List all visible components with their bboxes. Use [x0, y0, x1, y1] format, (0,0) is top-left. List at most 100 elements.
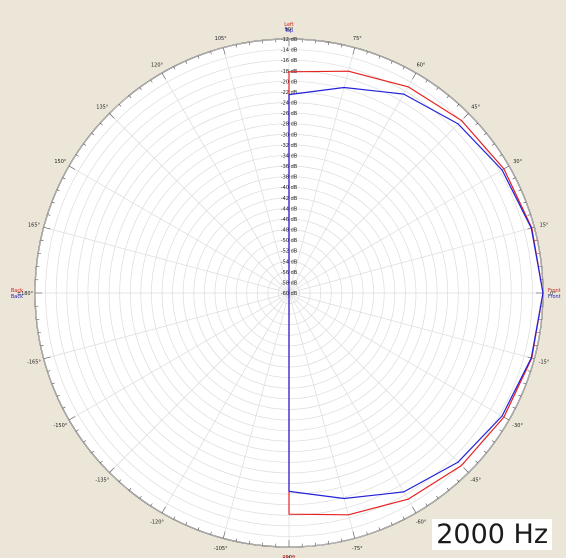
rim-tick	[340, 538, 343, 542]
rim-tick	[523, 201, 527, 204]
rim-tick	[352, 531, 356, 539]
rim-tick	[185, 522, 188, 526]
rim-tick	[475, 122, 478, 126]
rim-tick	[235, 44, 238, 48]
rim-tick	[109, 467, 115, 473]
rim-tick	[75, 429, 79, 432]
rim-tick	[402, 66, 405, 70]
rim-tick	[56, 189, 60, 192]
rim-tick	[139, 87, 142, 91]
rim-tick	[352, 47, 356, 55]
angle-label: 165°	[28, 223, 41, 229]
rim-tick	[47, 370, 51, 372]
rim-tick	[51, 382, 55, 385]
rim-tick	[161, 72, 166, 80]
rim-tick	[412, 506, 417, 514]
rim-tick	[475, 460, 478, 464]
rim-tick	[499, 154, 503, 157]
angle-label: 30°	[513, 159, 522, 165]
direction-label-right-1: Front	[548, 288, 561, 294]
direction-label-left-2: Back	[11, 294, 23, 300]
angle-label: 150°	[54, 159, 67, 165]
rim-tick	[91, 450, 95, 454]
rim-tick	[56, 394, 60, 397]
rim-tick	[402, 516, 405, 520]
rim-tick	[518, 394, 522, 397]
rim-tick	[100, 460, 103, 464]
angle-label: 75°	[353, 36, 362, 42]
rim-tick	[446, 487, 450, 491]
series-line-2	[288, 86, 544, 500]
frequency-label: 2000 Hz	[432, 519, 552, 550]
rim-tick	[100, 122, 103, 126]
rim-tick	[425, 79, 428, 83]
rim-tick	[210, 531, 212, 535]
angle-label: 45°	[471, 104, 480, 110]
rim-tick	[456, 479, 460, 482]
rim-tick	[68, 416, 76, 421]
rim-tick	[128, 487, 132, 491]
rim-tick	[173, 516, 176, 520]
angle-label: 135°	[96, 104, 109, 110]
rim-tick	[40, 344, 44, 347]
rim-tick	[51, 201, 55, 204]
rim-tick	[75, 154, 79, 157]
rim-tick	[527, 214, 531, 216]
rim-tick	[235, 538, 238, 542]
rim-tick	[412, 72, 417, 80]
rim-tick	[378, 55, 381, 59]
rim-tick	[83, 143, 87, 146]
angle-label: 15°	[540, 223, 549, 229]
angle-label: 0°	[550, 291, 556, 297]
angle-label: -135°	[95, 478, 109, 484]
angle-label: -150°	[53, 423, 67, 429]
direction-label-top-1: Left	[284, 22, 293, 28]
rim-tick	[128, 95, 132, 99]
rim-tick	[366, 531, 368, 535]
rim-tick	[197, 55, 200, 59]
rim-tick	[173, 66, 176, 70]
rim-tick	[512, 406, 516, 409]
grid-ring	[45, 49, 533, 537]
rim-tick	[68, 165, 76, 170]
rim-tick	[340, 44, 343, 48]
rim-tick	[456, 104, 460, 107]
rim-tick	[210, 51, 212, 55]
rim-tick	[483, 132, 487, 136]
grid-ring	[55, 59, 523, 527]
radial-label: -12 dB	[281, 37, 298, 43]
angle-label: -60°	[416, 520, 427, 526]
rim-tick	[40, 239, 44, 242]
rim-tick	[118, 479, 122, 482]
rim-tick	[139, 495, 142, 499]
rim-tick	[534, 344, 538, 347]
rim-tick	[491, 440, 495, 443]
rim-tick	[197, 527, 200, 531]
rim-tick	[518, 189, 522, 192]
rim-tick	[83, 440, 87, 443]
rim-tick	[62, 406, 66, 409]
angle-label: 60°	[417, 62, 426, 68]
angle-label: -30°	[512, 423, 523, 429]
rim-tick	[378, 527, 381, 531]
rim-tick	[491, 143, 495, 146]
angle-label: -15°	[539, 359, 550, 365]
radial-label: -16 dB	[281, 58, 298, 64]
angle-label: -45°	[470, 478, 481, 484]
rim-tick	[109, 113, 115, 119]
rim-tick	[463, 467, 469, 473]
rim-tick	[527, 370, 531, 372]
direction-label-left-1: Back	[11, 288, 23, 294]
angle-label: -165°	[27, 359, 41, 365]
rim-tick	[499, 429, 503, 432]
rim-tick	[43, 226, 51, 230]
angle-label: -105°	[214, 546, 228, 552]
radial-label: -14 dB	[281, 48, 298, 54]
angle-label: -120°	[150, 520, 164, 526]
direction-label-top-2: Top	[284, 28, 293, 34]
rim-tick	[463, 113, 469, 119]
rim-tick	[512, 177, 516, 180]
grid-ring	[66, 70, 512, 516]
rim-tick	[534, 239, 538, 242]
